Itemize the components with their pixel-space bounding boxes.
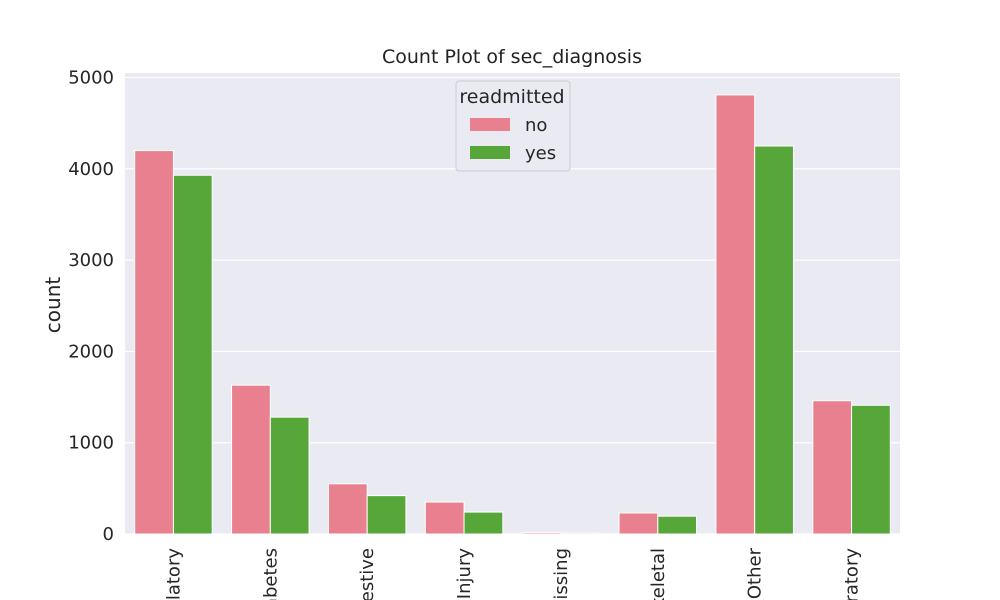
bar-no-4 — [521, 532, 562, 535]
bar-no-2 — [327, 483, 368, 535]
x-tick-label: Other — [745, 547, 766, 599]
x-tick-label: abetes — [260, 548, 281, 600]
x-tick-label: Injury — [454, 548, 475, 600]
bar-no-1 — [231, 384, 271, 535]
x-tick-label: estive — [357, 548, 378, 600]
legend: readmitted no yes — [455, 80, 571, 172]
bar-yes-0 — [172, 174, 213, 535]
x-tick-label: ulatory — [163, 548, 184, 600]
x-tick-label: keletal — [648, 548, 669, 600]
y-tick-label: 5000 — [68, 68, 114, 89]
legend-label-no: no — [525, 115, 547, 136]
y-tick-label: 0 — [103, 524, 114, 545]
y-tick-label: 3000 — [68, 250, 114, 271]
y-axis-label: count — [41, 277, 65, 334]
legend-label-yes: yes — [525, 143, 556, 164]
bar-no-3 — [424, 501, 465, 535]
x-tick-label: ratory — [842, 548, 863, 600]
bar-yes-2 — [366, 495, 407, 535]
bar-yes-3 — [463, 511, 504, 535]
bar-yes-7 — [851, 404, 891, 535]
chart-title: Count Plot of sec_diagnosis — [382, 46, 642, 68]
legend-swatch-yes — [470, 146, 510, 159]
y-tick-label: 1000 — [68, 433, 114, 454]
y-tick-label: 2000 — [68, 341, 114, 362]
bar-yes-5 — [657, 515, 698, 535]
bar-yes-1 — [269, 416, 310, 535]
bar-yes-4 — [560, 532, 601, 535]
bars — [134, 94, 891, 535]
bar-no-5 — [618, 512, 659, 535]
legend-swatch-no — [470, 118, 510, 131]
bar-no-0 — [134, 150, 174, 535]
bar-yes-6 — [754, 145, 794, 535]
x-tick-label: issing — [551, 548, 572, 600]
legend-title: readmitted — [459, 86, 564, 108]
y-tick-labels: 0 1000 2000 3000 4000 5000 — [68, 68, 114, 545]
bar-no-7 — [812, 400, 853, 535]
y-tick-label: 4000 — [68, 159, 114, 180]
bar-no-6 — [715, 94, 756, 535]
x-tick-labels: ulatory abetes estive Injury issing keletal Ot… — [163, 547, 862, 600]
